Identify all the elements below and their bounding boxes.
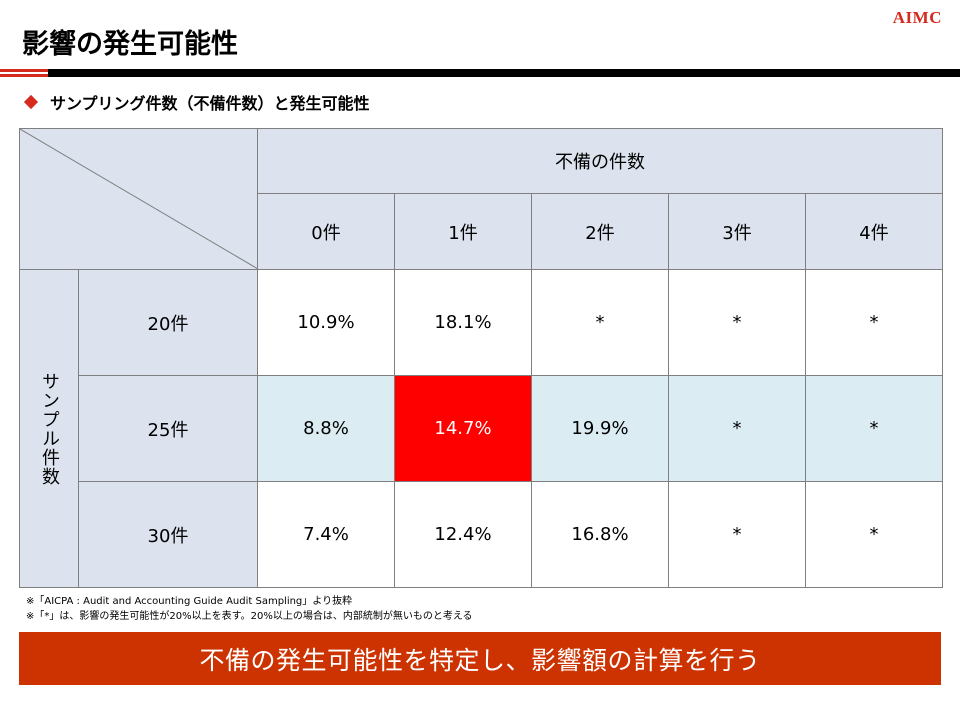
probability-cell: 10.9%	[257, 269, 395, 376]
column-header: 0件	[257, 193, 395, 270]
footnotes: ※「AICPA : Audit and Accounting Guide Aud…	[26, 594, 473, 624]
page-title: 影響の発生可能性	[22, 29, 238, 60]
table-row: 30件 7.4% 12.4% 16.8% * *	[20, 481, 944, 588]
table-row: 25件 8.8% 14.7% 19.9% * *	[20, 375, 944, 482]
table-corner-cell	[19, 128, 258, 270]
probability-cell: 18.1%	[394, 269, 532, 376]
probability-cell: *	[804, 481, 944, 588]
column-header: 3件	[668, 193, 806, 270]
row-group-header: サンプル件数	[19, 269, 79, 588]
probability-table: 不備の件数 0件 1件 2件 3件 4件 サンプル件数 20件 10.9% 18…	[19, 128, 944, 588]
footnote-asterisk: ※「*」は、影響の発生可能性が20%以上を表す。20%以上の場合は、内部統制が無…	[26, 611, 473, 622]
probability-cell: *	[668, 375, 806, 482]
section-heading-text: サンプリング件数（不備件数）と発生可能性	[50, 94, 370, 113]
probability-cell: *	[668, 269, 806, 376]
column-header: 4件	[804, 193, 944, 270]
probability-cell: 16.8%	[531, 481, 669, 588]
probability-cell: 7.4%	[257, 481, 395, 588]
column-group-header: 不備の件数	[256, 128, 944, 194]
probability-cell: 8.8%	[257, 375, 395, 482]
row-header: 30件	[78, 481, 258, 588]
probability-cell: 12.4%	[394, 481, 532, 588]
probability-cell: *	[804, 269, 944, 376]
probability-cell: *	[668, 481, 806, 588]
column-header: 2件	[531, 193, 669, 270]
brand-logo: AIMC	[892, 8, 942, 27]
conclusion-banner: 不備の発生可能性を特定し、影響額の計算を行う	[19, 632, 941, 685]
row-group-label: サンプル件数	[39, 371, 60, 486]
footnote-source: ※「AICPA : Audit and Accounting Guide Aud…	[26, 596, 353, 607]
section-heading: サンプリング件数（不備件数）と発生可能性	[22, 90, 370, 114]
column-header: 1件	[394, 193, 532, 270]
highlighted-probability-cell: 14.7%	[394, 375, 532, 482]
probability-cell: *	[804, 375, 944, 482]
row-header: 20件	[78, 269, 258, 376]
probability-cell: *	[531, 269, 669, 376]
title-underline	[0, 69, 960, 77]
diamond-bullet-icon	[23, 94, 39, 110]
diagonal-line	[20, 129, 258, 269]
table-row: サンプル件数 20件 10.9% 18.1% * * *	[19, 269, 944, 588]
row-header: 25件	[78, 375, 258, 482]
probability-cell: 19.9%	[531, 375, 669, 482]
